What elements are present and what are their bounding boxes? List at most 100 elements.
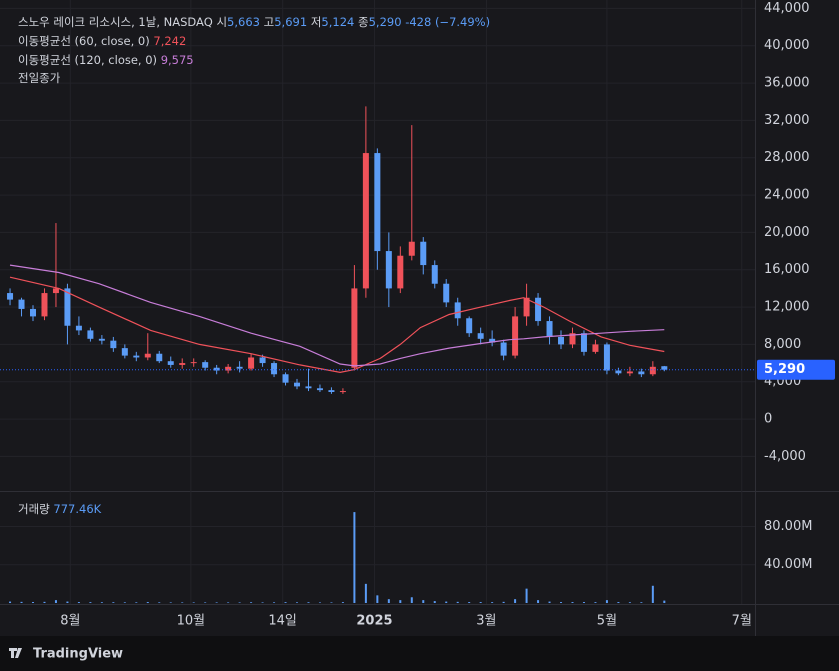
candle-body [351,288,358,368]
candle-body [167,361,174,365]
candle-body [649,366,656,375]
y-tick-label: 12,000 [764,300,810,315]
volume-bar [651,585,654,603]
y-tick-label: 16,000 [764,262,810,277]
candle-body [592,344,599,352]
candle-body [431,265,438,284]
candle-body [75,325,82,331]
candle-body [236,366,243,369]
volume-bar [617,602,620,603]
volume-bar [376,595,379,603]
x-tick-label: 3월 [476,614,496,629]
candle-body [18,299,25,309]
y-tick-label: 20,000 [764,225,810,240]
candle-body [294,382,301,387]
candle-body [535,297,542,322]
volume-bar [250,602,253,603]
x-tick-label: 7월 [732,614,752,629]
volume-bar [146,602,149,603]
chart-background [0,0,839,636]
y-tick-label: 44,000 [764,1,810,16]
candle-body [385,251,392,289]
ohlc-value: 5,691 [274,15,308,29]
candle-body [626,371,633,374]
brand[interactable]: TradingView [9,647,123,662]
candle-body [512,316,519,356]
moving-average [9,264,665,367]
volume-bar [628,602,631,603]
x-tick-label: 5월 [597,614,617,629]
candle-body [477,333,484,339]
y-tick-label: 28,000 [764,150,810,165]
volume-bar [215,602,218,603]
ohlc-key: 고 [263,15,275,29]
volume-title: 거래량 [18,502,50,516]
candle-body [558,336,565,345]
volume-bar [238,602,241,603]
volume-bar [468,602,471,603]
candle-body [64,288,71,326]
volume-bar [410,597,413,603]
candle-body [420,241,427,266]
candle-body [179,363,186,365]
ohlc-value: 5,663 [227,15,260,29]
plot-area [0,0,755,604]
candle-body [638,371,645,375]
y-tick-label: 40.00M [764,557,812,572]
volume-bar [445,601,448,603]
volume-bar [112,602,115,603]
candle-body [661,366,668,370]
volume-value: 777.46K [53,502,102,516]
volume-bar [560,602,563,603]
symbol-legend: 스노우 레이크 리소시스, 1날, NASDAQ 시5,663 고5,691 저… [18,14,490,30]
volume-bar [594,602,597,603]
y-tick-label: 24,000 [764,188,810,203]
y-tick-label: -4,000 [764,449,806,464]
volume-bar [261,602,264,603]
candle-body [500,342,507,356]
volume-bar [169,602,172,603]
candle-body [408,241,415,256]
volume-bar [548,601,551,603]
volume-bar [318,602,321,603]
volume-bar [422,600,425,603]
ohlc-key: 저 [310,15,322,29]
volume-bar [77,602,80,603]
candle-body [7,293,14,300]
candle-body [271,363,278,375]
volume-bar [66,601,69,603]
candle-body [144,353,151,358]
candle-body [225,366,232,371]
ma-legend: 이동평균선 (60, close, 0) 7,242 [18,33,186,49]
volume-bar [181,602,184,603]
y-tick-label: 40,000 [764,38,810,53]
volume-bar [399,600,402,603]
volume-bar [227,602,230,603]
candle-body [523,297,530,317]
ohlc: 시5,663 고5,691 저5,124 종5,290 [216,15,401,29]
candle-body [202,362,209,368]
candle-body [443,283,450,303]
brand-logo [9,648,22,658]
ma-name: 이동평균선 (120, close, 0) [18,53,158,67]
candle-body [133,355,140,358]
volume-bar [433,601,436,603]
candle-body [454,302,461,319]
volume-bar [479,602,482,603]
candle-body [489,338,496,343]
volume-bar [387,599,390,603]
prev-close: 전일종가 [18,71,61,85]
ma-value: 9,575 [160,53,194,67]
candle-body [156,353,163,362]
volume-bar [582,602,585,603]
volume-bar [514,599,517,603]
candle-body [466,318,473,334]
ma-legend: 이동평균선 (120, close, 0) 9,575 [18,52,194,68]
volume-bar [537,600,540,603]
candle-body [397,255,404,289]
x-tick-label: 8월 [60,614,80,629]
price-label: 5,290 [764,362,805,377]
y-tick-label: 0 [764,412,772,427]
volume-bar [571,602,574,603]
ma-name: 이동평균선 (60, close, 0) [18,34,150,48]
